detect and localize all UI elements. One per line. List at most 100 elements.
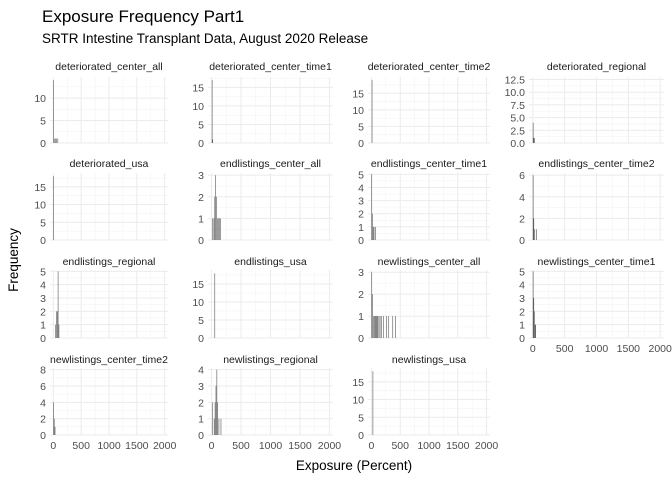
histogram-bar <box>212 139 214 143</box>
y-tick-label: 5 <box>40 217 46 229</box>
histogram-bar <box>219 218 220 240</box>
histogram-bar <box>371 272 373 338</box>
histogram-bar <box>381 316 382 338</box>
histogram-bar <box>535 324 537 338</box>
facet-strip-label: deteriorated_center_all <box>55 61 162 73</box>
y-tick-label: 0 <box>198 235 204 247</box>
histogram-bar <box>56 138 58 143</box>
histogram-bar <box>213 218 215 240</box>
x-tick-label: 1500 <box>617 343 641 355</box>
histogram-bar <box>53 402 54 435</box>
y-tick-label: 1 <box>198 213 204 225</box>
y-tick-label: 0 <box>358 235 364 247</box>
x-tick-label: 500 <box>232 440 250 452</box>
y-tick-label: 0.0 <box>510 138 525 150</box>
facet-strip-label: endlistings_usa <box>234 256 307 268</box>
y-tick-label: 4 <box>519 192 525 204</box>
histogram-bar <box>214 196 216 240</box>
facet-strip-label: newlistings_center_time1 <box>538 256 656 268</box>
y-tick-label: 7.5 <box>510 100 525 112</box>
histogram-bar <box>215 175 216 240</box>
histogram-bar <box>217 218 218 240</box>
facet-strip-label: deteriorated_center_time1 <box>209 61 332 73</box>
facet-panel-deteriorated-center-all: deteriorated_center_all 0 5 10 <box>34 61 168 150</box>
chart-title: Exposure Frequency Part1 <box>42 7 244 26</box>
y-tick-label: 3 <box>358 196 364 208</box>
y-tick-label: 0 <box>40 138 46 150</box>
histogram-bar <box>218 218 219 240</box>
histogram-bar <box>392 316 394 338</box>
y-tick-label: 5 <box>358 412 364 424</box>
histogram-bar <box>218 418 220 435</box>
histogram-bar <box>374 316 375 338</box>
y-tick-label: 10 <box>192 297 204 309</box>
y-tick-label: 6 <box>519 170 525 182</box>
histogram-bar <box>55 324 56 338</box>
y-tick-label: 5 <box>40 266 46 278</box>
facet-panel-newlistings-usa: newlistings_usa 0 5 10 15 0 500 1000 1500 2000 <box>352 354 498 452</box>
y-tick-label: 2 <box>198 192 204 204</box>
y-tick-label: 3 <box>40 293 46 305</box>
facet-strip-label: newlistings_center_time2 <box>50 354 168 366</box>
y-tick-label: 2 <box>40 414 46 426</box>
histogram-bar <box>534 324 536 338</box>
histogram-bar <box>377 316 379 338</box>
y-tick-label: 1 <box>358 222 364 234</box>
facet-panel-endlistings-regional: endlistings_regional 01 234 5 <box>40 256 168 345</box>
facet-strip-label: endlistings_center_all <box>220 158 321 170</box>
facet-strip-label: newlistings_usa <box>392 354 466 366</box>
x-tick-label: 1000 <box>97 440 121 452</box>
histogram-bar <box>532 271 534 338</box>
histogram-bar <box>375 316 377 338</box>
y-tick-label: 0 <box>40 235 46 247</box>
histogram-bar <box>533 218 535 240</box>
histogram-bar <box>216 196 217 240</box>
y-tick-label: 0 <box>198 430 204 442</box>
x-axis-title: Exposure (Percent) <box>296 458 412 473</box>
histogram-bar <box>214 402 216 435</box>
histogram-bar <box>212 402 214 435</box>
histogram-bar <box>533 137 535 143</box>
histogram-bar <box>372 226 374 240</box>
histogram-bar <box>371 79 373 143</box>
y-tick-label: 3 <box>358 267 364 279</box>
histogram-bar <box>53 80 54 143</box>
histogram-bar <box>56 311 58 338</box>
histogram-bar <box>217 402 219 435</box>
y-tick-label: 1 <box>358 311 364 323</box>
x-tick-label: 0 <box>530 343 536 355</box>
histogram-bar <box>213 418 215 435</box>
y-tick-label: 0 <box>198 138 204 150</box>
facet-strip-label: endlistings_regional <box>63 256 156 268</box>
y-tick-label: 2 <box>198 397 204 409</box>
histogram-bar <box>533 298 535 338</box>
y-tick-label: 15 <box>352 377 364 389</box>
facet-panel-deteriorated-center-time2: deteriorated_center_time2 0 5 10 15 <box>352 61 490 150</box>
x-tick-label: 1000 <box>259 440 283 452</box>
histogram-bar <box>375 226 376 240</box>
facet-panel-endlistings-center-time2: endlistings_center_time2 0 2 4 6 <box>519 158 664 247</box>
y-tick-label: 4 <box>198 365 204 377</box>
y-tick-label: 3 <box>198 170 204 182</box>
histogram-bar <box>53 418 55 435</box>
histogram-bar <box>373 316 374 338</box>
y-tick-label: 10 <box>352 105 364 117</box>
y-tick-label: 1 <box>519 320 525 332</box>
histogram-bar <box>374 316 376 338</box>
y-tick-label: 0 <box>358 430 364 442</box>
histogram-bar <box>376 316 378 338</box>
y-tick-label: 8 <box>40 365 46 377</box>
y-tick-label: 2.5 <box>510 125 525 137</box>
histogram-bar <box>536 229 537 240</box>
histogram-bar <box>532 175 534 240</box>
facet-strip-label: newlistings_center_all <box>378 256 481 268</box>
histogram-bar <box>532 122 534 143</box>
histogram-bar <box>53 176 54 240</box>
histogram-bar <box>54 426 56 435</box>
histogram-bar <box>56 311 57 338</box>
histogram-bar <box>395 316 396 338</box>
x-tick-label: 0 <box>50 440 56 452</box>
y-tick-label: 4 <box>358 182 364 194</box>
